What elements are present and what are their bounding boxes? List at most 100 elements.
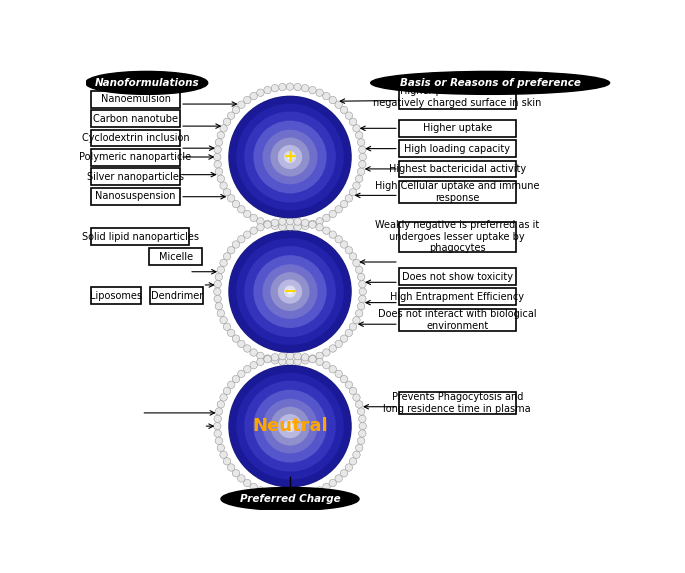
Ellipse shape xyxy=(349,253,357,260)
Ellipse shape xyxy=(217,401,225,408)
Ellipse shape xyxy=(278,414,302,438)
FancyBboxPatch shape xyxy=(399,268,516,285)
Ellipse shape xyxy=(227,195,235,202)
FancyBboxPatch shape xyxy=(91,188,180,205)
Ellipse shape xyxy=(214,154,221,160)
Ellipse shape xyxy=(238,475,245,482)
Ellipse shape xyxy=(335,101,342,108)
Ellipse shape xyxy=(359,288,366,295)
FancyBboxPatch shape xyxy=(399,392,516,414)
Ellipse shape xyxy=(262,399,317,453)
Ellipse shape xyxy=(353,451,360,458)
Ellipse shape xyxy=(236,104,344,210)
Ellipse shape xyxy=(345,195,353,202)
Ellipse shape xyxy=(284,420,296,432)
Ellipse shape xyxy=(323,92,330,100)
Ellipse shape xyxy=(340,241,348,248)
FancyBboxPatch shape xyxy=(399,160,516,177)
Ellipse shape xyxy=(264,87,271,94)
Ellipse shape xyxy=(316,89,323,96)
Ellipse shape xyxy=(229,366,351,487)
Text: Nanoemulsion: Nanoemulsion xyxy=(101,94,171,104)
Ellipse shape xyxy=(271,84,279,92)
Ellipse shape xyxy=(214,295,221,303)
Text: Does not interact with biological
environment: Does not interact with biological enviro… xyxy=(378,309,536,331)
Ellipse shape xyxy=(371,72,610,95)
Ellipse shape xyxy=(264,221,271,229)
Text: Highest bactericidal activity: Highest bactericidal activity xyxy=(388,164,526,174)
Ellipse shape xyxy=(227,381,235,388)
Ellipse shape xyxy=(232,469,240,477)
Ellipse shape xyxy=(271,272,310,311)
Text: Micelle: Micelle xyxy=(159,252,193,262)
Ellipse shape xyxy=(294,83,301,91)
Ellipse shape xyxy=(227,329,235,336)
Ellipse shape xyxy=(359,295,366,303)
Ellipse shape xyxy=(340,335,348,342)
Ellipse shape xyxy=(244,231,251,238)
FancyBboxPatch shape xyxy=(91,129,180,147)
Ellipse shape xyxy=(215,273,223,281)
Ellipse shape xyxy=(286,493,294,500)
Ellipse shape xyxy=(244,345,251,352)
Text: Polymeric nanoparticle: Polymeric nanoparticle xyxy=(79,152,192,162)
Ellipse shape xyxy=(358,168,365,175)
Ellipse shape xyxy=(286,218,294,225)
Ellipse shape xyxy=(301,222,309,230)
Ellipse shape xyxy=(223,253,231,260)
Ellipse shape xyxy=(345,329,353,336)
Ellipse shape xyxy=(215,437,223,445)
FancyBboxPatch shape xyxy=(91,110,180,127)
Ellipse shape xyxy=(262,264,317,319)
Ellipse shape xyxy=(264,355,271,362)
Ellipse shape xyxy=(279,83,286,91)
Ellipse shape xyxy=(323,484,330,490)
Ellipse shape xyxy=(238,236,245,243)
Ellipse shape xyxy=(220,394,227,401)
FancyBboxPatch shape xyxy=(91,149,180,166)
Text: Cyclodextrin inclusion: Cyclodextrin inclusion xyxy=(82,133,189,143)
Ellipse shape xyxy=(284,151,296,163)
Ellipse shape xyxy=(345,112,353,119)
Ellipse shape xyxy=(257,218,264,225)
FancyBboxPatch shape xyxy=(151,287,203,304)
Ellipse shape xyxy=(257,223,264,231)
Ellipse shape xyxy=(214,146,221,154)
Ellipse shape xyxy=(294,492,301,500)
FancyBboxPatch shape xyxy=(399,140,516,157)
Ellipse shape xyxy=(294,218,301,225)
Ellipse shape xyxy=(215,139,223,146)
Ellipse shape xyxy=(335,236,342,243)
Ellipse shape xyxy=(286,223,294,231)
Ellipse shape xyxy=(349,118,357,125)
Ellipse shape xyxy=(329,345,336,352)
Ellipse shape xyxy=(356,266,363,273)
Text: Does not show toxicity: Does not show toxicity xyxy=(401,272,513,281)
Ellipse shape xyxy=(253,390,327,462)
Ellipse shape xyxy=(294,223,301,231)
Ellipse shape xyxy=(271,138,310,176)
Ellipse shape xyxy=(353,316,360,324)
Text: Higher uptake: Higher uptake xyxy=(423,123,492,134)
Text: +: + xyxy=(282,148,297,166)
Ellipse shape xyxy=(227,246,235,254)
Ellipse shape xyxy=(316,358,323,366)
Ellipse shape xyxy=(271,219,279,226)
Ellipse shape xyxy=(250,214,258,222)
Ellipse shape xyxy=(223,118,231,125)
Ellipse shape xyxy=(349,323,357,331)
Text: High Entrapment Efficiency: High Entrapment Efficiency xyxy=(390,292,524,302)
Ellipse shape xyxy=(250,362,258,369)
Ellipse shape xyxy=(309,221,316,229)
Ellipse shape xyxy=(279,223,286,231)
Ellipse shape xyxy=(250,227,258,234)
Ellipse shape xyxy=(286,358,294,366)
Ellipse shape xyxy=(335,475,342,482)
Ellipse shape xyxy=(220,451,227,458)
Ellipse shape xyxy=(353,125,360,132)
Text: Nanosuspension: Nanosuspension xyxy=(95,191,176,201)
Ellipse shape xyxy=(217,444,225,452)
Ellipse shape xyxy=(223,323,231,331)
Ellipse shape xyxy=(220,182,227,189)
Ellipse shape xyxy=(214,288,221,295)
